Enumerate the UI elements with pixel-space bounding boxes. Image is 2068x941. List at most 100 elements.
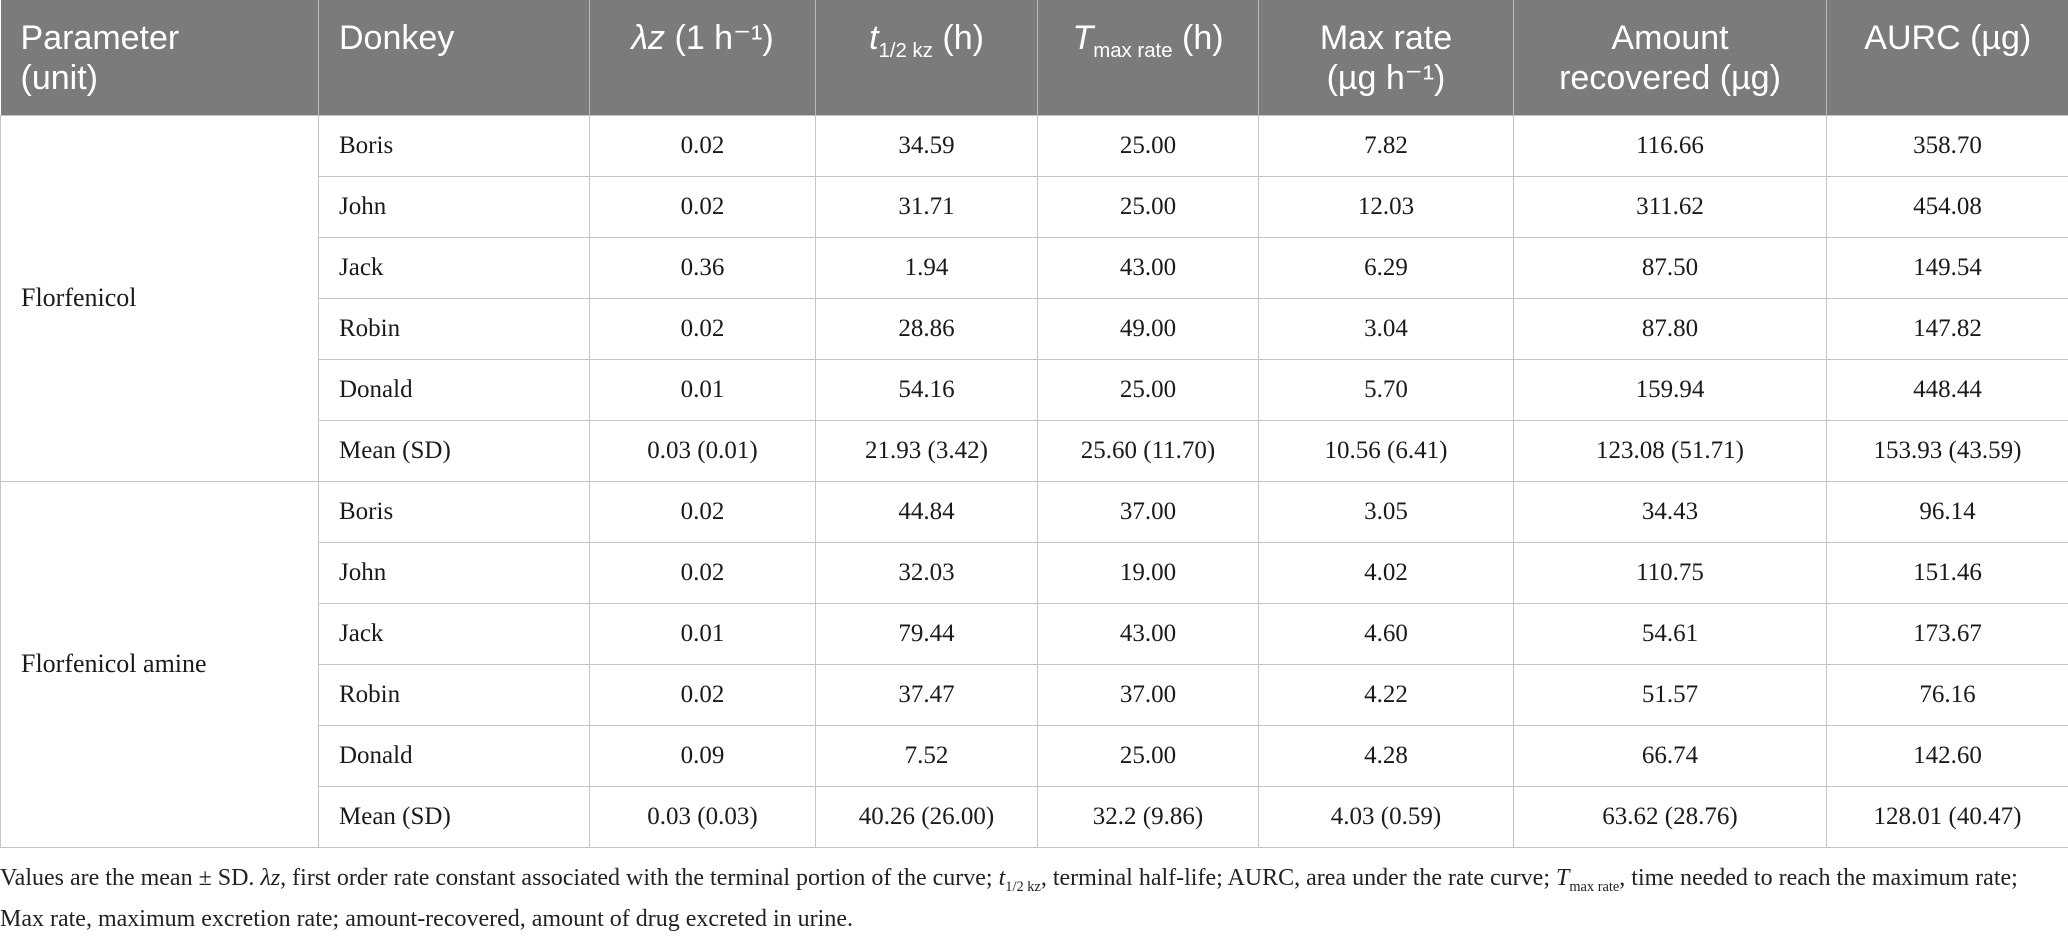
header-tmax-subscript: max rate: [1093, 39, 1173, 62]
header-tmax: Tmax rate (h): [1037, 0, 1259, 115]
header-max-rate-line2: (µg h⁻¹): [1326, 59, 1446, 97]
footnote-T: T: [1555, 865, 1570, 891]
cell-lambda-z: 0.02: [589, 175, 816, 238]
header-parameter-line1: Parameter: [20, 19, 180, 57]
table-row: Donald 0.09 7.52 25.00 4.28 66.74 142.60: [1, 724, 2068, 787]
cell-aurc: 358.70: [1826, 114, 2068, 177]
cell-half-life: 31.71: [815, 175, 1038, 238]
header-half-life-symbol: t: [869, 19, 879, 57]
header-max-rate-line1: Max rate: [1319, 19, 1453, 57]
cell-half-life: 34.59: [815, 114, 1038, 177]
cell-half-life: 28.86: [815, 297, 1038, 360]
cell-tmax: 37.00: [1037, 480, 1259, 543]
cell-lambda-z: 0.01: [589, 358, 816, 421]
cell-tmax: 25.00: [1037, 358, 1259, 421]
cell-aurc: 153.93 (43.59): [1826, 419, 2068, 482]
cell-tmax: 25.60 (11.70): [1037, 419, 1259, 482]
cell-donkey: Mean (SD): [318, 785, 590, 848]
cell-donkey: John: [318, 175, 590, 238]
table-header: Parameter (unit) Donkey λz (1 h⁻¹) t1/2 …: [0, 0, 2068, 115]
cell-amount-recovered: 51.57: [1513, 663, 1827, 726]
cell-amount-recovered: 87.80: [1513, 297, 1827, 360]
cell-half-life: 79.44: [815, 602, 1038, 665]
cell-max-rate: 12.03: [1258, 175, 1514, 238]
table-footnote: Values are the mean ± SD. λz, first orde…: [0, 862, 2060, 935]
cell-max-rate: 4.60: [1258, 602, 1514, 665]
cell-amount-recovered: 110.75: [1513, 541, 1827, 604]
cell-donkey: Boris: [318, 114, 590, 177]
cell-tmax: 19.00: [1037, 541, 1259, 604]
cell-lambda-z: 0.36: [589, 236, 816, 299]
table-body: Florfenicol Boris 0.02 34.59 25.00 7.82 116.66…: [0, 114, 2068, 848]
table-row: Robin 0.02 37.47 37.00 4.22 51.57 76.16: [1, 663, 2068, 726]
cell-max-rate: 5.70: [1258, 358, 1514, 421]
cell-tmax: 49.00: [1037, 297, 1259, 360]
cell-amount-recovered: 123.08 (51.71): [1513, 419, 1827, 482]
cell-max-rate: 10.56 (6.41): [1258, 419, 1514, 482]
table-row: Jack 0.36 1.94 43.00 6.29 87.50 149.54: [1, 236, 2068, 299]
header-lambda-z-unit: (1 h⁻¹): [665, 19, 774, 57]
footnote-lambda-z: λz: [260, 865, 281, 891]
cell-aurc: 448.44: [1826, 358, 2068, 421]
header-aurc: AURC (µg): [1826, 0, 2068, 115]
cell-tmax: 25.00: [1037, 175, 1259, 238]
cell-aurc: 151.46: [1826, 541, 2068, 604]
cell-donkey: Jack: [318, 236, 590, 299]
cell-lambda-z: 0.02: [589, 297, 816, 360]
cell-donkey: John: [318, 541, 590, 604]
header-row: Parameter (unit) Donkey λz (1 h⁻¹) t1/2 …: [0, 0, 2068, 115]
cell-aurc: 173.67: [1826, 602, 2068, 665]
cell-tmax: 43.00: [1037, 602, 1259, 665]
group-name-cell: Florfenicol amine: [0, 480, 319, 848]
cell-amount-recovered: 63.62 (28.76): [1513, 785, 1827, 848]
cell-max-rate: 7.82: [1258, 114, 1514, 177]
cell-tmax: 37.00: [1037, 663, 1259, 726]
cell-amount-recovered: 311.62: [1513, 175, 1827, 238]
header-max-rate: Max rate (µg h⁻¹): [1258, 0, 1514, 115]
group-name-cell: Florfenicol: [0, 114, 319, 482]
cell-donkey: Boris: [318, 480, 590, 543]
header-parameter-line2: (unit): [20, 59, 98, 97]
header-amount-line2: recovered (µg): [1559, 59, 1781, 97]
table-row: Jack 0.01 79.44 43.00 4.60 54.61 173.67: [1, 602, 2068, 665]
footnote-part3: , terminal half-life; AURC, area under t…: [1040, 865, 1556, 891]
cell-max-rate: 6.29: [1258, 236, 1514, 299]
cell-amount-recovered: 116.66: [1513, 114, 1827, 177]
cell-amount-recovered: 87.50: [1513, 236, 1827, 299]
header-amount-line1: Amount: [1611, 19, 1729, 57]
cell-donkey: Donald: [318, 358, 590, 421]
header-half-life: t1/2 kz (h): [815, 0, 1038, 115]
cell-lambda-z: 0.01: [589, 602, 816, 665]
cell-half-life: 7.52: [815, 724, 1038, 787]
cell-tmax: 32.2 (9.86): [1037, 785, 1259, 848]
cell-amount-recovered: 34.43: [1513, 480, 1827, 543]
cell-half-life: 1.94: [815, 236, 1038, 299]
cell-max-rate: 4.03 (0.59): [1258, 785, 1514, 848]
cell-amount-recovered: 159.94: [1513, 358, 1827, 421]
table-row: Florfenicol Boris 0.02 34.59 25.00 7.82 116.66…: [0, 114, 2068, 482]
cell-max-rate: 3.04: [1258, 297, 1514, 360]
cell-half-life: 32.03: [815, 541, 1038, 604]
cell-tmax: 25.00: [1037, 724, 1259, 787]
cell-lambda-z: 0.02: [589, 663, 816, 726]
cell-donkey: Mean (SD): [318, 419, 590, 482]
cell-half-life: 21.93 (3.42): [815, 419, 1038, 482]
footnote-t: t: [998, 865, 1006, 891]
footnote-part2: , first order rate constant associated w…: [280, 865, 999, 891]
cell-tmax: 25.00: [1037, 114, 1259, 177]
cell-tmax: 43.00: [1037, 236, 1259, 299]
header-lambda-z-symbol: λz: [631, 19, 666, 57]
header-donkey: Donkey: [318, 0, 590, 115]
header-tmax-symbol: T: [1072, 19, 1094, 57]
cell-donkey: Robin: [318, 297, 590, 360]
cell-half-life: 54.16: [815, 358, 1038, 421]
header-half-life-unit: (h): [932, 19, 984, 57]
table-row: John 0.02 32.03 19.00 4.02 110.75 151.46: [1, 541, 2068, 604]
cell-half-life: 37.47: [815, 663, 1038, 726]
cell-max-rate: 3.05: [1258, 480, 1514, 543]
cell-lambda-z: 0.02: [589, 541, 816, 604]
header-parameter: Parameter (unit): [0, 0, 319, 115]
header-half-life-subscript: 1/2 kz: [878, 39, 933, 62]
cell-aurc: 128.01 (40.47): [1826, 785, 2068, 848]
cell-donkey: Jack: [318, 602, 590, 665]
